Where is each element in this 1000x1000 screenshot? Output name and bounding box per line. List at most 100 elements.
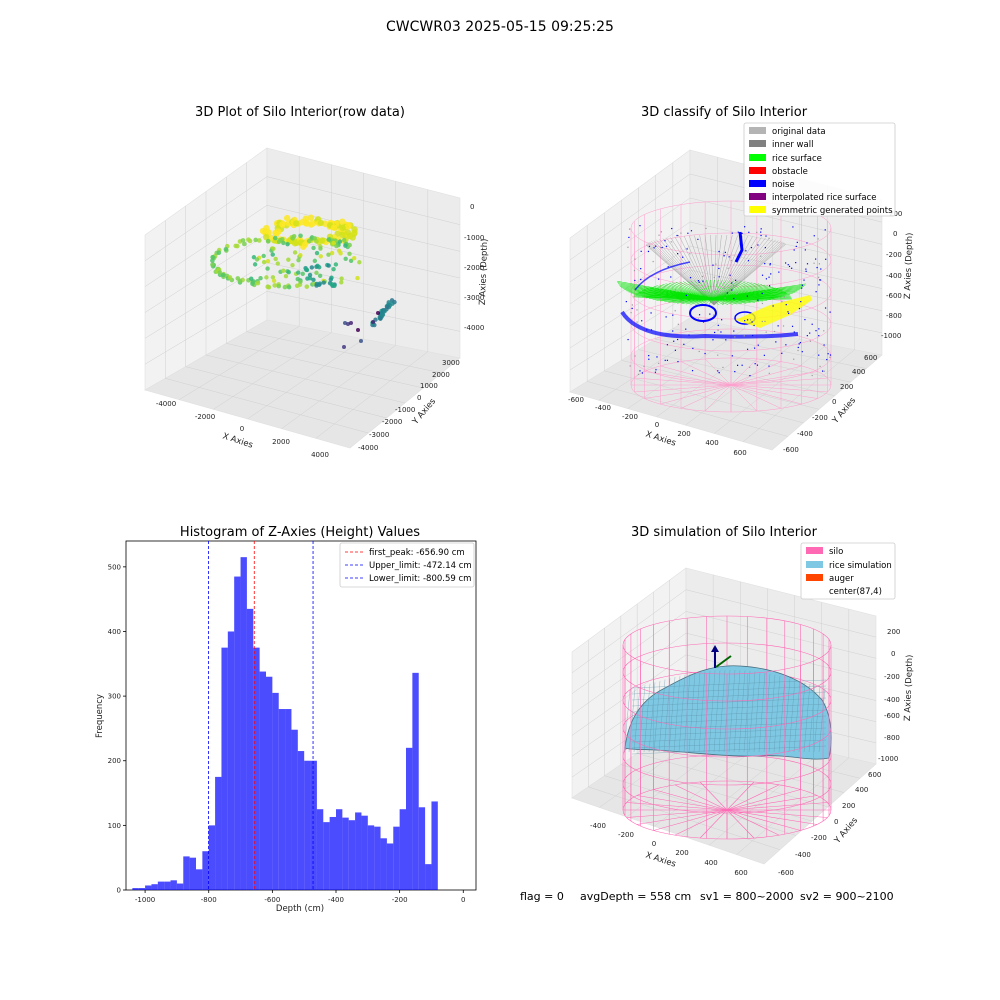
classified-point bbox=[733, 330, 735, 332]
x-tick-label: 400 bbox=[705, 439, 718, 447]
classified-point bbox=[673, 340, 675, 342]
wireframe-line bbox=[660, 384, 732, 405]
classified-point bbox=[718, 372, 720, 374]
wireframe-line bbox=[626, 802, 728, 811]
histogram-bar bbox=[310, 760, 317, 890]
rice-surface-line bbox=[711, 280, 727, 301]
legend: silo rice simulation auger center(87,4) bbox=[800, 542, 896, 600]
inner-wall-line bbox=[710, 235, 715, 306]
classified-point bbox=[785, 304, 787, 306]
classified-point bbox=[809, 332, 811, 334]
grid-line bbox=[656, 333, 773, 418]
classified-point bbox=[674, 349, 676, 351]
rice-surface-line bbox=[690, 280, 713, 301]
x-tick-label: 600 bbox=[734, 869, 747, 877]
classified-point bbox=[676, 234, 678, 237]
classified-point bbox=[827, 353, 829, 355]
rice-surface-line bbox=[682, 281, 713, 301]
classified-point bbox=[747, 260, 750, 262]
data-point bbox=[326, 237, 332, 242]
z-tick-label: -200 bbox=[884, 673, 900, 681]
classified-point bbox=[648, 245, 651, 247]
data-point bbox=[344, 229, 352, 236]
x-tick-label: -200 bbox=[392, 896, 408, 904]
classified-point bbox=[757, 299, 759, 301]
z-tick-labels: 200 0 -200 -400 -600 -800 -1000 bbox=[881, 210, 902, 340]
z-tick-label: 200 bbox=[887, 628, 900, 636]
classified-point bbox=[801, 284, 803, 286]
wireframe-line bbox=[726, 809, 755, 839]
classified-point bbox=[791, 267, 793, 269]
mesh-line bbox=[748, 671, 756, 753]
classified-point bbox=[787, 264, 789, 266]
classified-point bbox=[823, 330, 825, 332]
classified-point bbox=[636, 309, 638, 311]
rice-surface-line bbox=[711, 298, 792, 301]
wireframe-line bbox=[660, 365, 732, 386]
data-point bbox=[318, 246, 323, 251]
classified-point bbox=[724, 251, 726, 253]
rice-surface-line bbox=[711, 279, 715, 301]
wireframe-line bbox=[726, 809, 801, 831]
histogram-bar bbox=[329, 816, 336, 890]
data-point bbox=[227, 275, 233, 280]
classified-point bbox=[798, 343, 800, 345]
mesh-line bbox=[631, 733, 827, 743]
classified-point bbox=[625, 301, 627, 303]
y-tick-label: -3000 bbox=[369, 431, 389, 439]
z-tick-label: 200 bbox=[889, 210, 902, 218]
data-point bbox=[359, 339, 363, 343]
data-point bbox=[317, 219, 324, 227]
classified-point bbox=[698, 305, 700, 307]
data-point bbox=[240, 238, 246, 243]
classified-point bbox=[753, 324, 755, 327]
mesh-line bbox=[753, 672, 761, 753]
classified-point bbox=[799, 341, 801, 344]
classified-point bbox=[821, 370, 824, 372]
classified-point bbox=[660, 298, 662, 300]
classified-point bbox=[718, 267, 720, 270]
data-point bbox=[314, 264, 319, 270]
classified-point bbox=[639, 225, 641, 227]
classified-point bbox=[627, 246, 629, 248]
classified-point bbox=[744, 226, 746, 228]
histogram-bar bbox=[164, 881, 171, 890]
x-axis-label: X Axies bbox=[644, 429, 677, 448]
classified-point bbox=[704, 352, 706, 355]
classified-point bbox=[819, 279, 822, 281]
classified-point bbox=[652, 260, 654, 263]
data-point bbox=[312, 236, 317, 241]
inner-wall-line bbox=[659, 238, 715, 306]
classified-point bbox=[631, 304, 634, 306]
classified-point bbox=[634, 258, 636, 260]
mesh-line bbox=[773, 675, 781, 753]
histogram-bar bbox=[240, 557, 247, 890]
legend-swatch bbox=[806, 561, 823, 568]
classified-point bbox=[666, 344, 669, 346]
data-point bbox=[249, 276, 254, 281]
legend-label: symmetric generated points bbox=[772, 206, 893, 216]
grid-line bbox=[569, 269, 691, 349]
legend: first_peak: -656.90 cm Upper_limit: -472… bbox=[339, 542, 475, 588]
z-tick-label: -1000 bbox=[464, 234, 484, 242]
classified-point bbox=[725, 339, 727, 341]
rice-surface-line bbox=[702, 280, 713, 301]
histogram-bar bbox=[196, 869, 203, 890]
data-point bbox=[326, 263, 331, 268]
classified-point bbox=[764, 263, 766, 265]
wireframe-line bbox=[674, 809, 728, 836]
classified-point bbox=[805, 270, 807, 272]
histogram-bar bbox=[386, 843, 394, 890]
classified-point bbox=[682, 256, 684, 258]
x-tick-label: -600 bbox=[264, 896, 280, 904]
data-point bbox=[318, 254, 323, 259]
classified-point bbox=[751, 321, 753, 323]
data-point bbox=[314, 270, 319, 276]
classified-point bbox=[648, 358, 650, 360]
wireframe-line bbox=[726, 809, 780, 836]
classified-point bbox=[656, 356, 658, 358]
mesh-line bbox=[628, 688, 636, 753]
classified-point bbox=[761, 320, 763, 323]
classified-point bbox=[824, 229, 826, 231]
